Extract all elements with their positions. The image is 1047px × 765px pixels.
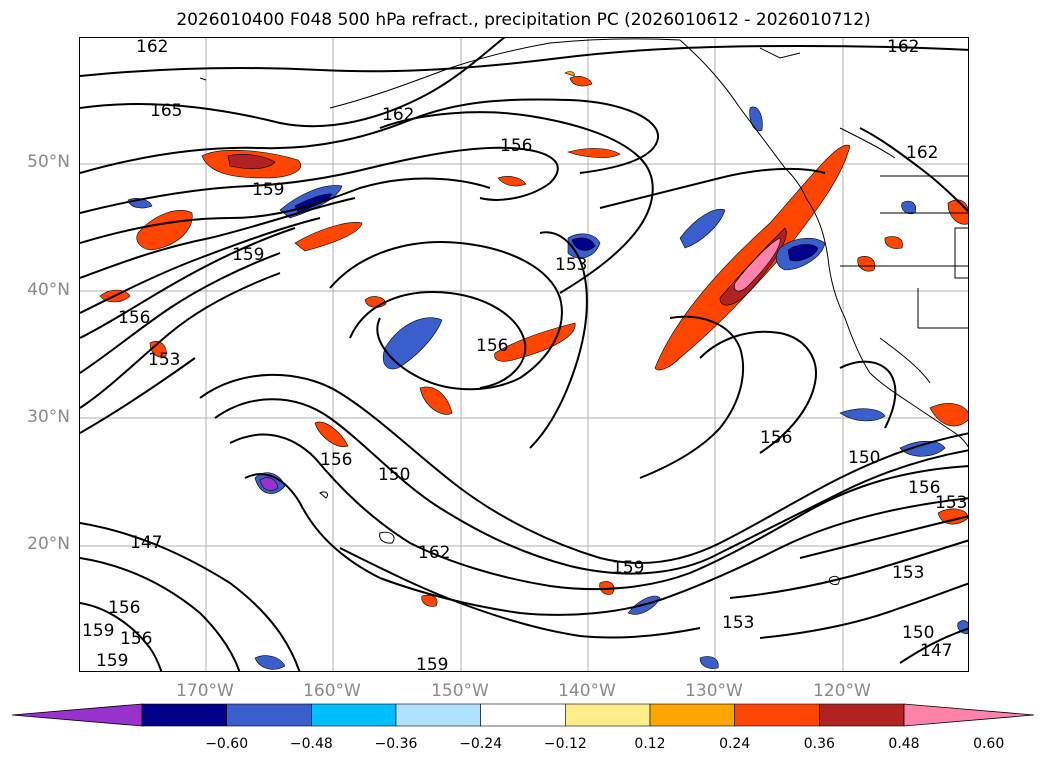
colorbar-extend-high [903,703,1035,727]
colorbar-segment [565,703,651,727]
contour-label: 159 [232,245,264,265]
precip-blob [566,148,621,158]
contour-label: 162 [906,143,938,163]
precip-blob [227,154,276,169]
lat-label-30n: 30°N [27,407,70,427]
precip-blob [679,208,726,249]
contour-label: 150 [848,448,880,468]
precip-blob [259,477,279,491]
lon-label-120w: 120°W [813,681,871,701]
contour-label: 147 [130,533,162,553]
contour-label: 150 [378,465,410,485]
colorbar [12,703,1035,727]
colorbar-segment [395,703,481,727]
precip-blob [699,656,719,669]
precip-blob [947,199,968,225]
precip-blob [497,176,527,187]
colorbar-segment [480,703,566,727]
lon-label-160w: 160°W [303,681,361,701]
precip-blob [364,296,387,308]
lat-label-20n: 20°N [27,534,70,554]
precip-blob [494,322,576,362]
coastlines [199,38,968,585]
contour-label: 156 [500,136,532,156]
colorbar-tick-label: −0.24 [459,736,503,752]
precip-blob [839,408,886,422]
contour-label: 156 [908,478,940,498]
contour-label: 156 [760,428,792,448]
precip-blob [901,200,916,215]
colorbar-tick-label: 0.24 [719,736,751,752]
contour-label: 153 [722,613,754,633]
colorbar-segment [141,703,227,727]
colorbar-tick-label: 0.12 [634,736,666,752]
contour-label: 153 [935,493,967,513]
contour-label: 156 [120,629,152,649]
colorbar-tick-label: −0.60 [205,736,249,752]
precip-blob [899,440,946,457]
precip-blob [564,71,575,77]
lon-label-140w: 140°W [558,681,616,701]
colorbar-segment [649,703,735,727]
colorbar-segment [734,703,820,727]
contour-label: 153 [892,563,924,583]
refractivity-contours [80,38,968,671]
contour-label: 165 [150,101,182,121]
lon-label-150w: 150°W [431,681,489,701]
precip-blob [734,237,781,292]
contour-label: 153 [148,350,180,370]
lon-label-130w: 130°W [685,681,743,701]
precip-blob [749,106,763,132]
colorbar-tick-label: −0.36 [374,736,418,752]
contour-label: 153 [555,255,587,275]
precip-positive-areas [99,71,968,607]
colorbar-segment [819,703,905,727]
colorbar-segment [311,703,397,727]
precip-blob [884,236,903,249]
contour-label: 156 [108,598,140,618]
contour-label: 147 [920,641,952,661]
contour-label: 162 [382,105,414,125]
map-canvas: 162 162 165 162 156 162 159 159 153 156 … [80,38,968,672]
colorbar-extend-low [12,703,143,727]
contour-label: 150 [902,623,934,643]
lat-label-50n: 50°N [27,152,70,172]
chart-title: 2026010400 F048 500 hPa refract., precip… [176,10,871,30]
contour-label: 159 [96,651,128,671]
precip-blob [654,144,851,371]
colorbar-tick-label: 0.36 [803,736,835,752]
colorbar-tick-label: 0.48 [888,736,920,752]
colorbar-segment [226,703,312,727]
contour-label: 156 [320,450,352,470]
precip-blob [294,222,363,252]
precip-blob [569,76,593,87]
colorbar-tick-label: −0.12 [543,736,587,752]
precip-blob [382,317,443,370]
lat-label-40n: 40°N [27,280,70,300]
lon-label-170w: 170°W [176,681,234,701]
precip-blob [421,594,438,607]
map-panel: 162 162 165 162 156 162 159 159 153 156 … [79,37,969,672]
contour-label: 159 [612,558,644,578]
precip-negative-areas [127,106,968,670]
colorbar-tick-label: 0.60 [973,736,1005,752]
contour-label: 156 [476,336,508,356]
contour-label: 159 [252,180,284,200]
precip-blob [136,210,193,251]
contour-label: 162 [418,543,450,563]
colorbar-tick-label: −0.48 [289,736,333,752]
precip-blob [314,421,349,448]
contour-label: 162 [136,38,168,57]
contour-label: 159 [82,621,114,641]
precip-blob [857,256,876,272]
precip-blob [254,655,286,670]
precip-blob [571,237,596,251]
contour-label: 162 [887,38,919,57]
precip-blob [787,244,819,262]
contour-labels: 162 162 165 162 156 162 159 159 153 156 … [82,38,967,672]
contour-label: 159 [416,655,448,672]
precip-blob [419,386,453,415]
contour-label: 156 [118,308,150,328]
precip-blob [929,403,968,427]
